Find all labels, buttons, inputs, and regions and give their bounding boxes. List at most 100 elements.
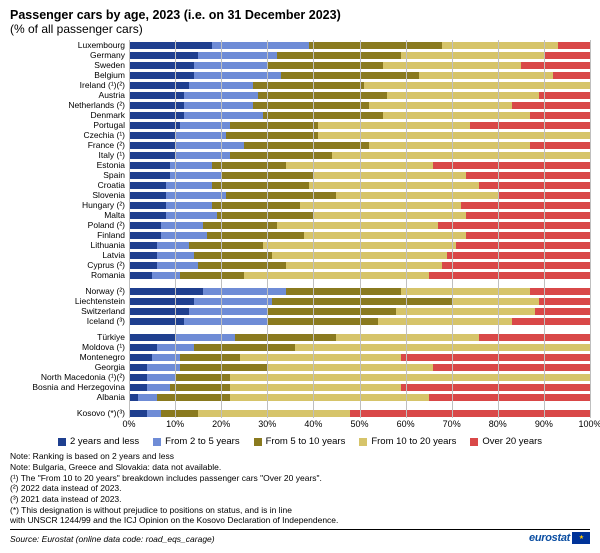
stacked-bar xyxy=(129,162,590,170)
bar-row xyxy=(129,40,590,50)
bar-segment xyxy=(129,152,175,160)
country-label: Czechia (¹) xyxy=(10,130,125,140)
bar-segment xyxy=(166,212,217,220)
stacked-bar xyxy=(129,62,590,70)
bar-segment xyxy=(512,102,590,110)
country-label: Moldova (¹) xyxy=(10,342,125,352)
bar-segment xyxy=(272,298,452,306)
legend-swatch xyxy=(470,438,478,446)
stacked-bar xyxy=(129,308,590,316)
bar-segment xyxy=(212,162,286,170)
stacked-bar xyxy=(129,112,590,120)
bar-segment xyxy=(230,122,318,130)
country-label: Hungary (²) xyxy=(10,200,125,210)
legend-swatch xyxy=(359,438,367,446)
bar-segment xyxy=(180,354,240,362)
bar-segment xyxy=(129,132,175,140)
bar-segment xyxy=(147,410,161,418)
stacked-bar xyxy=(129,252,590,260)
country-label: Poland (²) xyxy=(10,220,125,230)
country-label: Liechtenstein xyxy=(10,296,125,306)
bar-segment xyxy=(189,242,263,250)
bar-segment xyxy=(429,272,590,280)
stacked-bar xyxy=(129,42,590,50)
bar-segment xyxy=(184,112,262,120)
bar-segment xyxy=(129,384,147,392)
country-label: Slovenia xyxy=(10,190,125,200)
bar-segment xyxy=(129,318,184,326)
bar-row xyxy=(129,100,590,110)
bar-segment xyxy=(180,272,245,280)
bar-row xyxy=(129,306,590,316)
bar-segment xyxy=(235,334,336,342)
country-label: Türkiye xyxy=(10,332,125,342)
bar-segment xyxy=(263,112,383,120)
country-label: Ireland (¹)(²) xyxy=(10,80,125,90)
legend: 2 years and lessFrom 2 to 5 yearsFrom 5 … xyxy=(10,436,590,447)
bar-segment xyxy=(161,410,198,418)
stacked-bar xyxy=(129,52,590,60)
bar-segment xyxy=(129,72,194,80)
bar-segment xyxy=(401,288,530,296)
country-label: Montenegro xyxy=(10,352,125,362)
bar-segment xyxy=(419,72,553,80)
bar-row xyxy=(129,70,590,80)
bar-segment xyxy=(456,242,590,250)
bar-segment xyxy=(157,242,189,250)
country-label: Italy (¹) xyxy=(10,150,125,160)
bar-segment xyxy=(286,162,434,170)
bar-row xyxy=(129,140,590,150)
bar-segment xyxy=(318,122,470,130)
bar-segment xyxy=(129,142,175,150)
bar-row xyxy=(129,200,590,210)
bar-segment xyxy=(170,162,211,170)
country-label: Albania xyxy=(10,392,125,402)
x-tick-label: 10% xyxy=(166,419,184,429)
bar-segment xyxy=(166,202,212,210)
bar-row xyxy=(129,220,590,230)
stacked-bar xyxy=(129,152,590,160)
footnote-line: (¹) The "From 10 to 20 years" breakdown … xyxy=(10,473,590,484)
eu-flag-icon: ★ xyxy=(572,532,590,544)
legend-label: From 10 to 20 years xyxy=(371,436,456,447)
x-tick-label: 80% xyxy=(489,419,507,429)
country-label: Iceland (³) xyxy=(10,316,125,326)
bar-row xyxy=(129,190,590,200)
bar-row xyxy=(129,260,590,270)
bar-segment xyxy=(263,242,457,250)
bar-segment xyxy=(212,182,309,190)
stacked-bar xyxy=(129,92,590,100)
bar-row xyxy=(129,250,590,260)
x-tick-label: 30% xyxy=(258,419,276,429)
bar-segment xyxy=(309,182,480,190)
bar-row xyxy=(129,50,590,60)
bar-segment xyxy=(157,262,198,270)
bar-segment xyxy=(184,318,267,326)
bar-row xyxy=(129,332,590,342)
stacked-bar xyxy=(129,82,590,90)
bar-segment xyxy=(530,288,590,296)
bar-segment xyxy=(498,192,590,200)
stacked-bar xyxy=(129,182,590,190)
y-axis-labels: LuxembourgGermanySwedenBelgiumIreland (¹… xyxy=(10,40,129,418)
bar-segment xyxy=(184,102,253,110)
bar-segment xyxy=(438,222,590,230)
bar-row xyxy=(129,110,590,120)
country-label: Germany xyxy=(10,50,125,60)
footnote-line: with UNSCR 1244/99 and the ICJ Opinion o… xyxy=(10,515,590,526)
footer: Source: Eurostat (online data code: road… xyxy=(10,529,590,544)
bar-segment xyxy=(240,354,401,362)
eurostat-logo: eurostat ★ xyxy=(529,532,590,544)
footnote-line: Note: Bulgaria, Greece and Slovakia: dat… xyxy=(10,462,590,473)
source-text: Source: Eurostat (online data code: road… xyxy=(10,534,215,544)
bar-segment xyxy=(401,354,590,362)
bar-row xyxy=(129,286,590,296)
bar-row xyxy=(129,160,590,170)
bar-segment xyxy=(129,410,147,418)
bar-segment xyxy=(304,232,465,240)
bar-segment xyxy=(175,334,235,342)
legend-item: From 10 to 20 years xyxy=(359,436,456,447)
bar-segment xyxy=(147,374,175,382)
legend-item: 2 years and less xyxy=(58,436,139,447)
bar-segment xyxy=(452,298,540,306)
